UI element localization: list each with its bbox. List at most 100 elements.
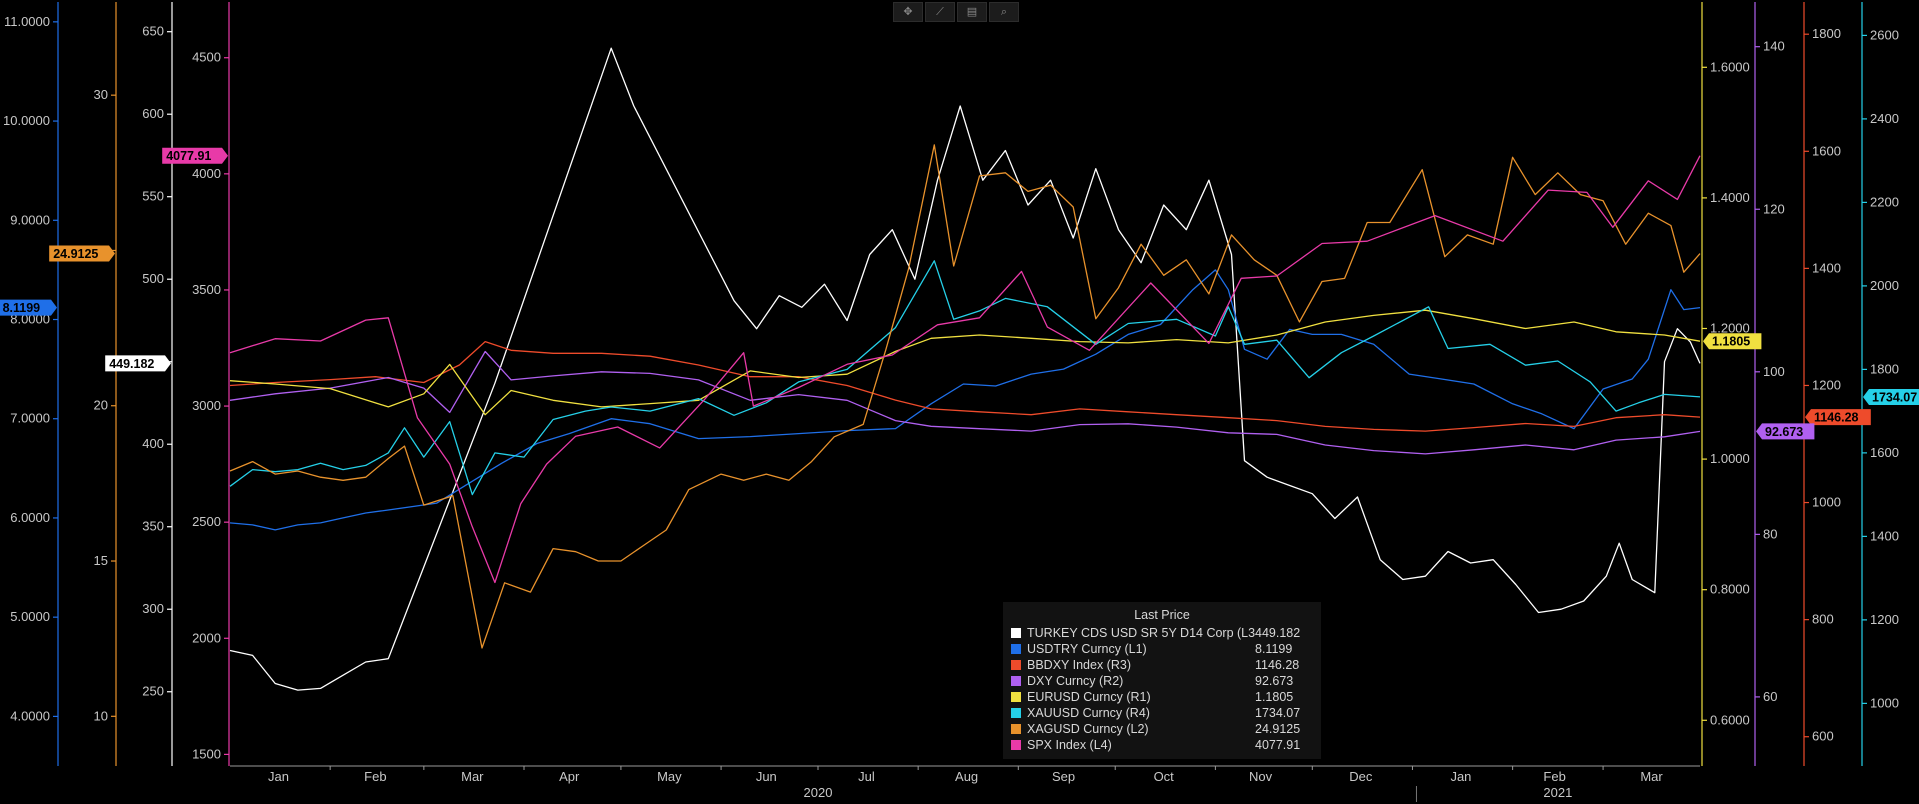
axis-tick-label-R2: 120 (1763, 201, 1785, 216)
legend-entry: TURKEY CDS USD SR 5Y D14 Corp (L3) 449.18… (1011, 625, 1313, 641)
legend-swatch (1011, 676, 1021, 686)
x-tick-label: Jun (756, 769, 777, 784)
axis-tick-label-R1: 0.6000 (1710, 712, 1750, 727)
last-value-label-R3: 1146.28 (1814, 411, 1859, 425)
x-tick-label: Nov (1249, 769, 1273, 784)
x-tick-label: Feb (1543, 769, 1565, 784)
axis-tick-label-R4: 2400 (1870, 111, 1899, 126)
series-line-R3 (229, 340, 1701, 432)
axis-tick-label-R2: 100 (1763, 364, 1785, 379)
x-tick-label: May (657, 769, 682, 784)
last-value-label-L2: 24.9125 (53, 247, 98, 261)
axis-tick-label-R4: 1000 (1870, 695, 1899, 710)
series-line-L1 (229, 269, 1701, 531)
last-value-tag-R3 (1805, 409, 1871, 426)
last-value-tag-L3 (105, 355, 171, 372)
axis-tick-label-L2: 10 (94, 708, 108, 723)
legend-last-price: 4077.91 (1255, 738, 1301, 752)
x-tick-label: Apr (559, 769, 580, 784)
axis-tick-label-L3: 350 (142, 519, 164, 534)
axis-tick-label-R4: 1200 (1870, 612, 1899, 627)
axis-tick-label-R2: 60 (1763, 689, 1777, 704)
last-value-tag-R2 (1756, 423, 1815, 440)
axis-tick-label-R1: 1.0000 (1710, 451, 1750, 466)
legend-last-price: 92.673 (1255, 674, 1294, 688)
legend-last-price: 449.182 (1255, 626, 1301, 640)
axis-tick-label-L3: 400 (142, 436, 164, 451)
axis-tick-label-L3: 600 (142, 106, 164, 121)
legend-entry: USDTRY Curncy (L1) 8.1199 (1011, 641, 1313, 657)
last-value-label-L1: 8.1199 (3, 301, 41, 315)
last-value-tag-L1 (0, 299, 57, 316)
draw-line-icon[interactable]: ⟋ (925, 2, 955, 22)
axis-tick-label-R4: 1600 (1870, 445, 1899, 460)
axis-tick-label-L2: 15 (94, 553, 108, 568)
legend-series-name: XAGUSD Curncy (L2) (1027, 722, 1149, 736)
chart-toolbar: ✥ ⟋ ▤ ⌕ (893, 2, 1019, 22)
last-value-tag-L2 (49, 245, 116, 262)
axis-tick-label-L2: 30 (94, 87, 108, 102)
x-tick-label: Jul (858, 769, 875, 784)
axis-tick-label-L4: 4500 (192, 50, 221, 65)
axis-tick-label-R1: 1.6000 (1710, 59, 1750, 74)
legend-last-price: 24.9125 (1255, 722, 1301, 736)
axis-tick-label-R4: 2600 (1870, 27, 1899, 42)
last-value-label-L4: 4077.91 (166, 149, 211, 163)
legend-entry: EURUSD Curncy (R1) 1.1805 (1011, 689, 1313, 705)
x-tick-label: Mar (1640, 769, 1663, 784)
last-value-tag-L4 (162, 147, 228, 164)
year-label-2020: 2020 (804, 785, 833, 800)
axis-tick-label-L1: 4.0000 (10, 708, 50, 723)
axis-tick-label-L4: 2500 (192, 514, 221, 529)
axis-tick-label-R3: 1400 (1812, 260, 1841, 275)
axis-tick-label-R1: 1.4000 (1710, 190, 1750, 205)
axis-tick-label-R3: 800 (1812, 612, 1834, 627)
legend-title: Last Price (1134, 608, 1190, 622)
legend-swatch (1011, 724, 1021, 734)
legend-swatch (1011, 628, 1021, 638)
axis-tick-label-L1: 10.0000 (3, 113, 50, 128)
x-tick-label: Jan (1450, 769, 1471, 784)
legend-last-price: 1.1805 (1255, 690, 1294, 704)
axis-tick-label-L1: 6.0000 (10, 510, 50, 525)
x-tick-label: Mar (461, 769, 484, 784)
zoom-icon[interactable]: ⌕ (989, 2, 1019, 22)
x-tick-label: Feb (364, 769, 386, 784)
legend-entry: XAUUSD Curncy (R4) 1734.07 (1011, 705, 1313, 721)
series-line-L4 (229, 155, 1701, 584)
table-icon[interactable]: ▤ (957, 2, 987, 22)
legend-last-price: 1146.28 (1255, 658, 1300, 672)
legend-series-name: XAUUSD Curncy (R4) (1027, 706, 1150, 720)
legend-entry: SPX Index (L4) 4077.91 (1011, 737, 1313, 753)
series-line-L3 (229, 47, 1701, 691)
legend-series-name: SPX Index (L4) (1027, 738, 1112, 752)
x-tick-label: Sep (1052, 769, 1075, 784)
axis-tick-label-R3: 1000 (1812, 495, 1841, 510)
crosshair-icon[interactable]: ✥ (893, 2, 923, 22)
axis-tick-label-R3: 1800 (1812, 26, 1841, 41)
x-tick-label: Aug (955, 769, 978, 784)
last-value-label-R2: 92.673 (1765, 425, 1803, 439)
axis-tick-label-L3: 550 (142, 189, 164, 204)
axis-tick-label-L1: 11.0000 (4, 14, 50, 29)
legend-swatch (1011, 660, 1021, 670)
legend-last-price: 1734.07 (1255, 706, 1301, 720)
legend-series-name: USDTRY Curncy (L1) (1027, 642, 1147, 656)
x-tick-label: Jan (268, 769, 289, 784)
series-line-L2 (229, 144, 1701, 649)
axis-tick-label-L4: 3000 (192, 398, 221, 413)
axis-tick-label-L3: 300 (142, 601, 164, 616)
axis-tick-label-R3: 600 (1812, 729, 1834, 744)
axis-tick-label-L3: 250 (142, 684, 164, 699)
axis-tick-label-L4: 1500 (192, 746, 221, 761)
legend-last-price: 8.1199 (1255, 642, 1293, 656)
last-value-label-R4: 1734.07 (1872, 390, 1917, 404)
last-value-label-L3: 449.182 (109, 357, 154, 371)
legend-swatch (1011, 740, 1021, 750)
year-label-2021: 2021 (1543, 785, 1572, 800)
axis-tick-label-L1: 9.0000 (10, 212, 50, 227)
legend: Last Price TURKEY CDS USD SR 5Y D14 Corp… (1003, 602, 1321, 759)
x-tick-label: Dec (1349, 769, 1373, 784)
legend-series-name: EURUSD Curncy (R1) (1027, 690, 1151, 704)
